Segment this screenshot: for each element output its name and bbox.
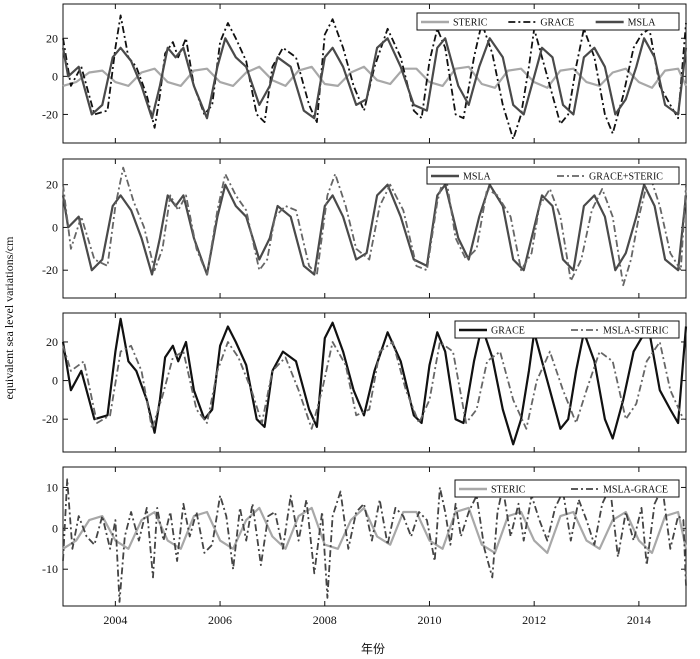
legend: STERIC MSLA-GRACE <box>454 479 680 498</box>
legend-box <box>454 320 680 339</box>
legend-box <box>416 12 680 31</box>
y-tick-label: 0 <box>52 69 58 83</box>
legend-label: STERIC <box>491 485 526 496</box>
legend: GRACE MSLA-STERIC <box>454 320 680 339</box>
legend-label: GRACE <box>491 326 525 337</box>
legend-label: GRACE <box>540 18 574 29</box>
x-tick-label: 2004 <box>103 613 127 627</box>
x-tick-label: 2008 <box>313 613 337 627</box>
panel-1: 20 0 -20 STERIC GRACE MSLA <box>42 3 688 144</box>
x-tick-label: 2014 <box>627 613 651 627</box>
series-line-steric <box>62 65 687 89</box>
legend: STERIC GRACE MSLA <box>416 12 680 31</box>
panel-2: 20 0 -20 MSLA GRACE+STERIC <box>42 158 688 299</box>
plot-frame <box>62 312 687 453</box>
x-tick-label: 2010 <box>417 613 441 627</box>
legend-label: MSLA <box>628 18 657 29</box>
y-tick-label: 10 <box>46 480 58 494</box>
y-tick-label: 20 <box>46 178 58 192</box>
y-tick-label: 0 <box>52 220 58 234</box>
y-tick-label: 0 <box>52 521 58 535</box>
y-tick-label: 20 <box>46 335 58 349</box>
series-line-grace <box>61 317 688 446</box>
legend: MSLA GRACE+STERIC <box>426 166 680 185</box>
x-tick-label: 2012 <box>522 613 546 627</box>
legend-label: GRACE+STERIC <box>589 172 663 183</box>
legend-label: MSLA-GRACE <box>603 485 668 496</box>
y-tick-label: -20 <box>42 412 58 426</box>
legend-label: MSLA <box>463 172 492 183</box>
series-line-msla-steric <box>62 341 685 430</box>
plot-frame <box>62 3 687 144</box>
plot-frame <box>62 466 687 607</box>
series-line-msla-grace <box>62 478 687 603</box>
x-tick-label: 2006 <box>208 613 232 627</box>
y-tick-label: -20 <box>42 107 58 121</box>
y-tick-label: -10 <box>42 562 58 576</box>
series-line-msla <box>61 183 688 276</box>
series-line-msla <box>61 37 688 120</box>
series-line-grace-steric <box>62 166 687 287</box>
x-axis-title: 年份 <box>361 642 385 656</box>
plot-frame <box>62 158 687 299</box>
y-tick-label: 20 <box>46 31 58 45</box>
y-axis-title: equivalent sea level variations/cm <box>2 236 16 400</box>
legend-box <box>454 479 680 498</box>
y-tick-label: -20 <box>42 263 58 277</box>
legend-box <box>426 166 680 185</box>
series-line-steric <box>62 506 688 555</box>
legend-label: STERIC <box>453 18 488 29</box>
legend-label: MSLA-STERIC <box>603 326 669 337</box>
y-tick-label: 0 <box>52 374 58 388</box>
panel-4: 10 0 -10 2004 2006 2008 2010 2012 2014 STERIC MSLA… <box>42 466 688 627</box>
panel-3: 20 0 -20 GRACE MSLA-STERIC <box>42 312 688 453</box>
